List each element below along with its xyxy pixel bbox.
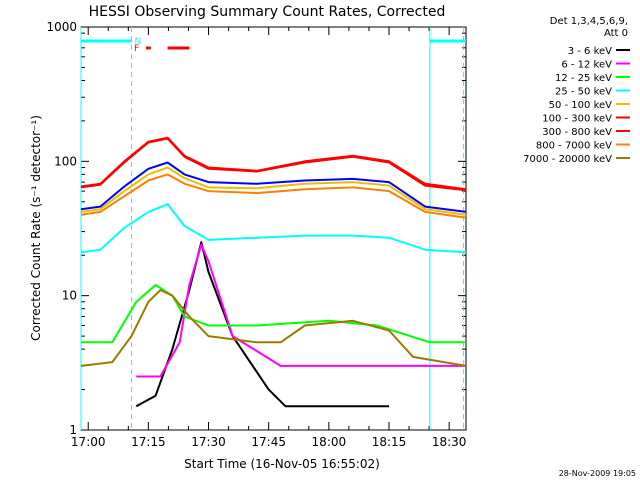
y-tick-label: 1000	[46, 20, 77, 34]
x-tick-label: 17:00	[71, 435, 106, 449]
legend: Det 1,3,4,5,6,9,Att 0 3 - 6 keV 6 - 12 keV…	[523, 16, 630, 165]
legend-entry-label: 50 - 100 keV	[549, 100, 613, 111]
plot-frame	[80, 26, 467, 431]
legend-entry-label: 7000 - 20000 keV	[523, 154, 612, 165]
x-tick-label: 18:30	[432, 435, 467, 449]
legend-entry-label: 12 - 25 keV	[555, 73, 612, 84]
axes: 1 10 100 1000 17:00 17:15 17:30 17:45 18:00 18:15…	[46, 20, 467, 449]
x-axis-label: Start Time (16-Nov-05 16:55:02)	[184, 457, 380, 471]
footer-date: 28-Nov-2009 19:05	[559, 469, 636, 478]
legend-entry-label: 3 - 6 keV	[568, 46, 612, 57]
chart-title: HESSI Observing Summary Count Rates, Cor…	[89, 4, 446, 20]
x-tick-label: 17:15	[131, 435, 166, 449]
series-line	[80, 137, 467, 192]
legend-entry-label: 6 - 12 keV	[561, 60, 612, 71]
x-tick-label: 17:30	[191, 435, 226, 449]
legend-entry-label: 300 - 800 keV	[542, 127, 612, 138]
series-line	[81, 284, 466, 344]
legend-header: Att 0	[604, 28, 628, 39]
x-tick-label: 17:45	[251, 435, 286, 449]
series-line	[80, 173, 467, 219]
series-line	[80, 166, 467, 216]
legend-entry-label: 800 - 7000 keV	[536, 141, 612, 152]
series-line	[135, 241, 389, 408]
y-tick-label: 1	[69, 423, 77, 437]
night-flag-label: N	[135, 37, 142, 47]
plot-area: NF	[80, 27, 467, 430]
y-tick-label: 100	[54, 154, 77, 168]
legend-header: Det 1,3,4,5,6,9,	[550, 16, 628, 27]
flare-flag-label: F	[134, 44, 139, 54]
legend-entry-label: 25 - 50 keV	[555, 87, 612, 98]
x-tick-label: 18:15	[372, 435, 407, 449]
x-tick-label: 18:00	[312, 435, 347, 449]
series-line	[80, 203, 467, 254]
series-line	[136, 243, 466, 378]
legend-entry-label: 100 - 300 keV	[542, 114, 612, 125]
series-line	[80, 161, 467, 213]
y-axis-label: Corrected Count Rate (s⁻¹ detector⁻¹)	[29, 115, 43, 341]
series-line	[80, 289, 467, 367]
y-tick-label: 10	[62, 289, 77, 303]
